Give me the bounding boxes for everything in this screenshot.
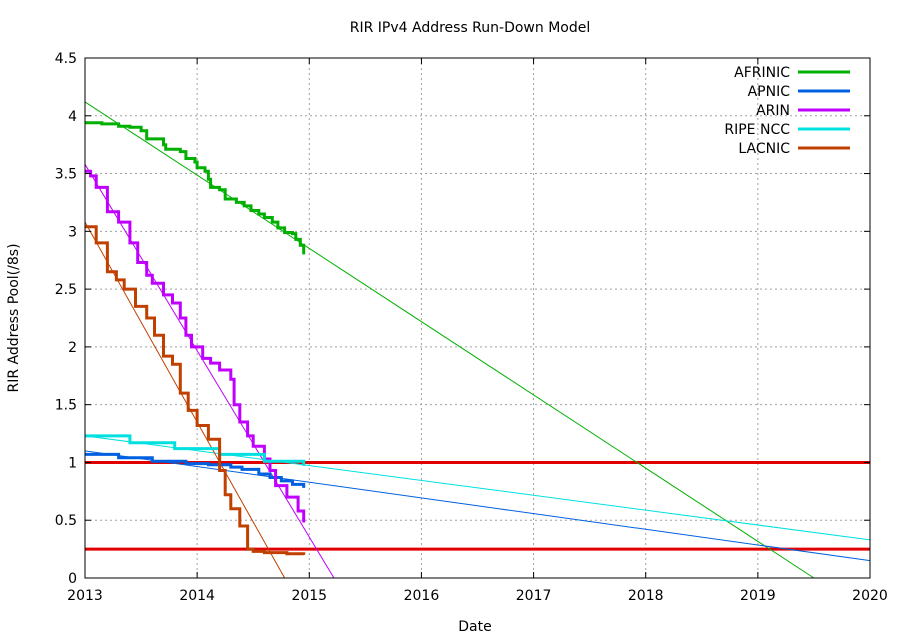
trend-line: [84, 450, 871, 562]
legend-label: LACNIC: [738, 141, 790, 157]
x-tick-label: 2019: [740, 588, 776, 604]
x-tick-label: 2018: [628, 588, 664, 604]
y-axis-label: RIR Address Pool(/8s): [6, 243, 22, 392]
trend-line: [84, 221, 286, 579]
y-tick-label: 3.5: [55, 167, 77, 183]
y-tick-label: 0: [68, 571, 77, 587]
y-tick-label: 4: [68, 109, 77, 125]
series-line: [85, 225, 306, 556]
x-axis-label: Date: [458, 619, 491, 635]
legend: AFRINIC APNIC ARIN RIPE NCC LACNIC: [724, 65, 850, 157]
legend-label: AFRINIC: [734, 65, 790, 81]
x-tick-label: 2016: [404, 588, 440, 604]
y-tick-label: 4.5: [55, 51, 77, 67]
series-line: [85, 121, 306, 255]
x-tick-label: 2014: [179, 588, 215, 604]
trend-line: [84, 435, 871, 541]
x-axis-ticks: 2013 2014 2015 2016 2017 2018 2019 2020: [67, 58, 888, 604]
series-lines: [85, 121, 306, 556]
y-tick-label: 2: [68, 340, 77, 356]
series-line: [85, 169, 306, 523]
x-tick-label: 2017: [516, 588, 552, 604]
x-tick-label: 2013: [67, 588, 103, 604]
legend-label: ARIN: [756, 103, 790, 119]
x-tick-label: 2015: [291, 588, 327, 604]
series-line: [85, 452, 306, 488]
plot-frame: [84, 57, 871, 579]
legend-label: RIPE NCC: [724, 122, 790, 138]
y-tick-label: 1.5: [55, 398, 77, 414]
trend-line: [84, 164, 335, 579]
threshold-lines: [85, 460, 870, 551]
y-tick-label: 0.5: [55, 513, 77, 529]
chart-title: RIR IPv4 Address Run-Down Model: [350, 20, 591, 36]
y-axis-ticks: 0 0.5 1 1.5 2 2.5 3 3.5 4 4.5: [55, 51, 870, 587]
y-tick-label: 3: [68, 224, 77, 240]
trend-line: [84, 101, 815, 579]
legend-label: APNIC: [748, 84, 791, 100]
trend-lines: [84, 101, 871, 579]
x-tick-label: 2020: [852, 588, 888, 604]
y-tick-label: 2.5: [55, 282, 77, 298]
y-tick-label: 1: [68, 455, 77, 471]
